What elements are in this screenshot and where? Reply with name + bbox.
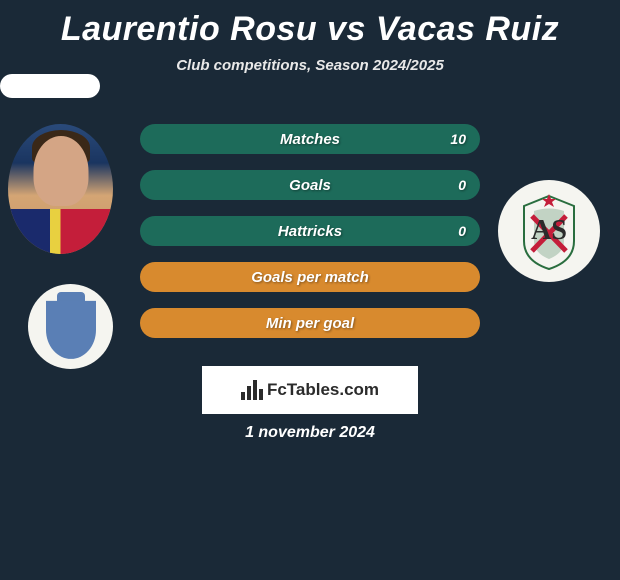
stat-label: Matches [280, 131, 340, 148]
player-left-photo [8, 124, 113, 254]
stat-row-matches: Matches 10 [140, 124, 480, 154]
stat-value: 0 [458, 223, 466, 239]
fctables-bars-icon [241, 380, 263, 400]
stat-row-min-per-goal: Min per goal [140, 308, 480, 338]
player-right-photo [0, 74, 100, 98]
svg-text:AS: AS [531, 215, 567, 246]
club-badge-left [28, 284, 113, 369]
season-subtitle: Club competitions, Season 2024/2025 [0, 57, 620, 74]
date-label: 1 november 2024 [0, 424, 620, 442]
stat-value: 0 [458, 177, 466, 193]
stat-label: Goals [289, 177, 331, 194]
stat-label: Goals per match [251, 269, 369, 286]
fctables-label: FcTables.com [267, 380, 379, 400]
stats-container: Matches 10 Goals 0 Hattricks 0 Goals per… [140, 124, 480, 354]
stat-row-hattricks: Hattricks 0 [140, 216, 480, 246]
stat-label: Hattricks [278, 223, 342, 240]
fctables-badge[interactable]: FcTables.com [202, 366, 418, 414]
stat-label: Min per goal [266, 315, 354, 332]
stat-row-goals-per-match: Goals per match [140, 262, 480, 292]
stat-value: 10 [450, 131, 466, 147]
club-badge-right: AS [498, 180, 600, 282]
page-title: Laurentio Rosu vs Vacas Ruiz [0, 0, 620, 49]
stat-row-goals: Goals 0 [140, 170, 480, 200]
